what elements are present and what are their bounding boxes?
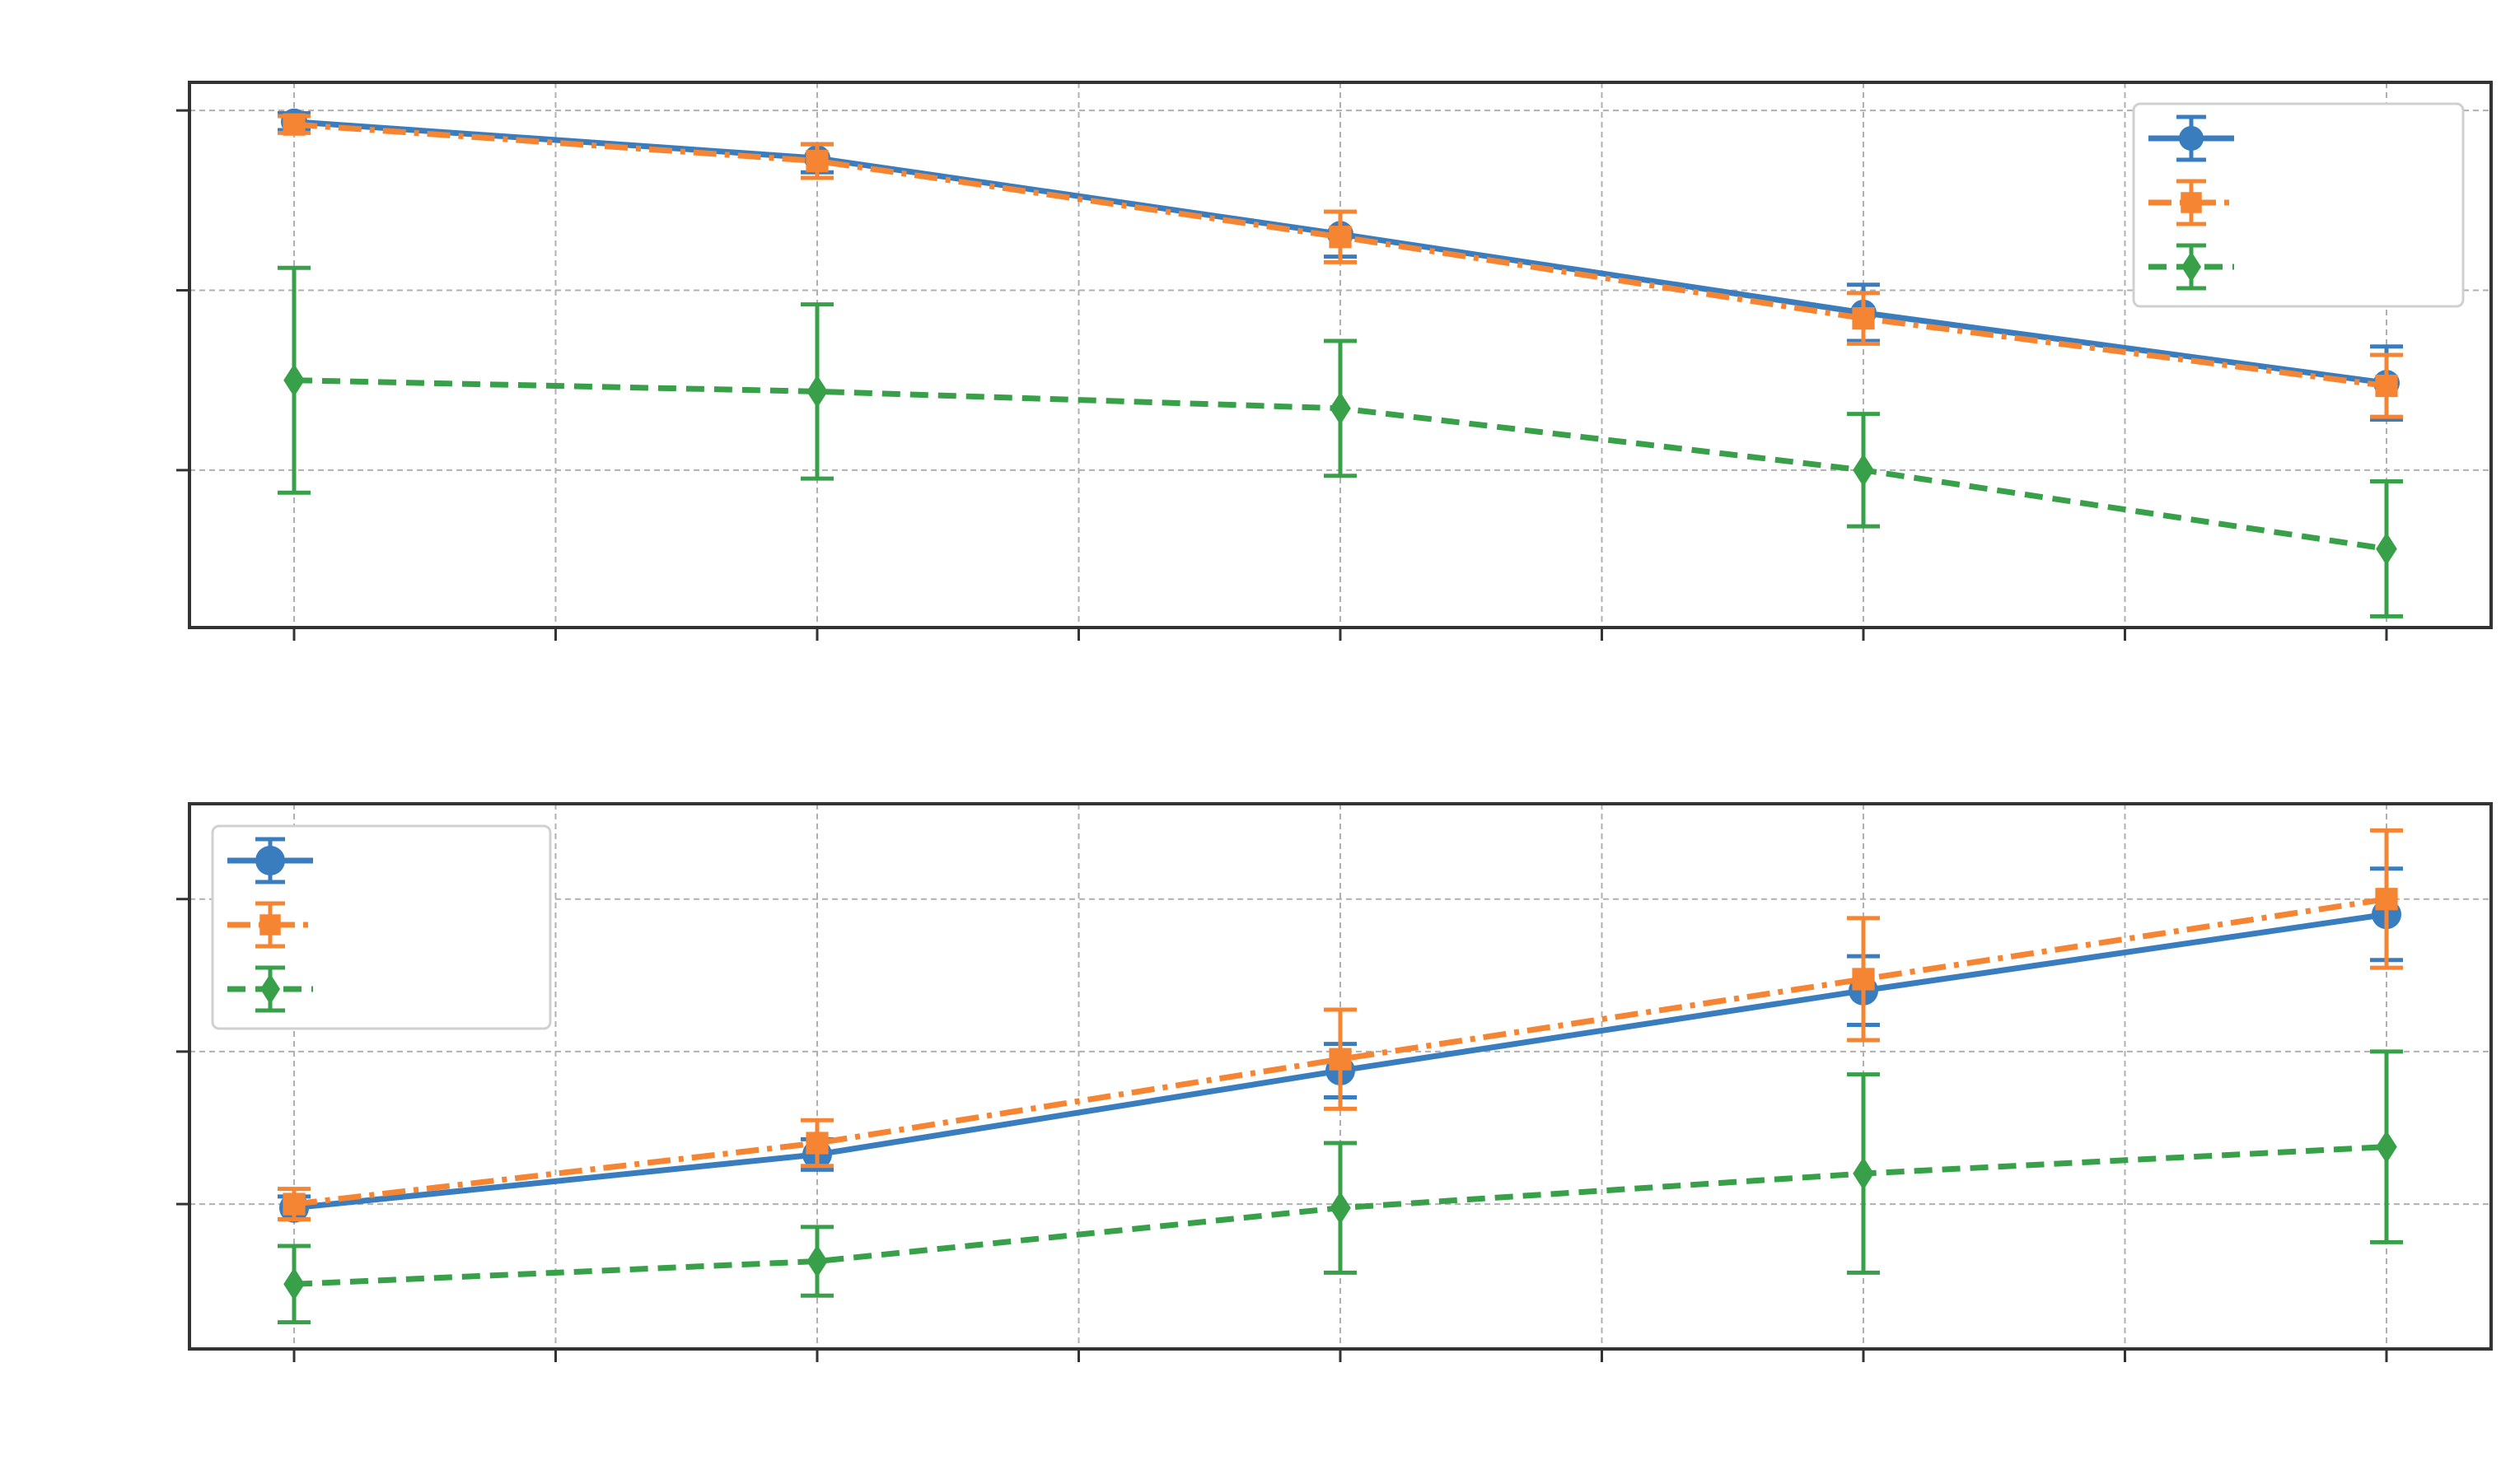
subplot-2 [176,802,2493,1362]
axes-frame [188,802,2493,1351]
data-point [1852,307,1875,330]
series-3 [278,265,2403,618]
ticks [176,898,2388,1362]
data-point [1329,226,1352,249]
data-point [1329,1048,1352,1071]
legend-marker [260,973,280,1005]
legend-marker [259,914,281,936]
data-point [283,363,305,397]
legend-handle-3 [227,965,313,1013]
data-point [2375,888,2398,911]
data-point [1330,391,1351,425]
legend-handle-1 [227,837,313,884]
data-point [806,1244,828,1278]
legend-marker [2179,126,2204,151]
legend-box [211,824,552,1030]
series-2 [278,828,2403,1222]
axes-frame [188,81,2493,629]
legend [2132,102,2465,308]
series-2 [278,113,2403,419]
data-point [1852,968,1875,991]
subplot-1 [176,81,2493,641]
data-point [806,149,829,173]
legend-handle-2 [227,901,313,949]
data-point [2375,374,2398,398]
ticks [176,109,2388,641]
data-point [806,375,828,408]
legend-marker [2181,251,2201,282]
data-point [1853,453,1874,487]
legend-handle-1 [2148,114,2234,162]
data-point [283,1192,306,1216]
series-3 [278,1049,2403,1325]
legend-marker [255,846,285,875]
data-point [1330,1191,1351,1225]
legend-box [2132,102,2465,308]
legend-handle-2 [2148,179,2234,226]
legend-handle-3 [2148,243,2234,291]
data-point [2376,532,2397,566]
legend-marker [2181,192,2202,213]
data-point [283,1267,305,1301]
data-point [2376,1130,2397,1164]
data-point [283,113,306,136]
legend [211,824,552,1030]
data-point [1853,1157,1874,1191]
data-point [806,1132,829,1155]
